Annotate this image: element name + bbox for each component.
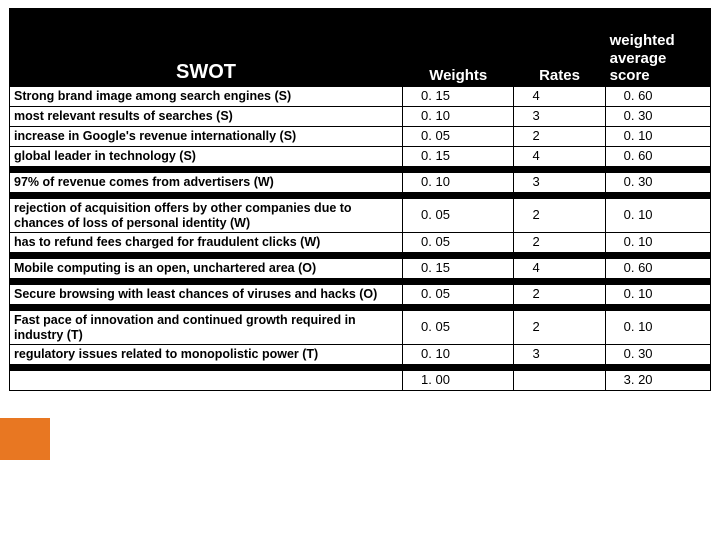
score-cell: 3. 20 [605, 371, 710, 391]
weight-cell: 0. 10 [403, 107, 514, 127]
weight-cell: 0. 05 [403, 311, 514, 345]
score-cell: 0. 10 [605, 285, 710, 305]
rate-cell: 3 [514, 345, 605, 365]
weight-cell: 0. 10 [403, 173, 514, 193]
desc-cell [10, 371, 403, 391]
score-cell: 0. 10 [605, 233, 710, 253]
swot-table: SWOT Weights Rates weighted average scor… [9, 8, 711, 391]
score-cell: 0. 60 [605, 259, 710, 279]
table-row: Mobile computing is an open, unchartered… [10, 259, 711, 279]
weight-cell: 0. 05 [403, 199, 514, 233]
rate-cell: 4 [514, 259, 605, 279]
rate-cell: 3 [514, 107, 605, 127]
accent-bar [0, 418, 50, 460]
desc-cell: Strong brand image among search engines … [10, 87, 403, 107]
table-row: 1. 00 3. 20 [10, 371, 711, 391]
score-cell: 0. 30 [605, 107, 710, 127]
table-row: has to refund fees charged for fraudulen… [10, 233, 711, 253]
rate-cell: 2 [514, 311, 605, 345]
rate-cell: 2 [514, 285, 605, 305]
score-cell: 0. 10 [605, 127, 710, 147]
score-cell: 0. 60 [605, 87, 710, 107]
desc-cell: most relevant results of searches (S) [10, 107, 403, 127]
weight-cell: 0. 05 [403, 127, 514, 147]
desc-cell: Fast pace of innovation and continued gr… [10, 311, 403, 345]
rate-cell: 2 [514, 127, 605, 147]
table-row: increase in Google's revenue internation… [10, 127, 711, 147]
table-row: regulatory issues related to monopolisti… [10, 345, 711, 365]
table-row: 97% of revenue comes from advertisers (W… [10, 173, 711, 193]
rate-cell: 2 [514, 233, 605, 253]
desc-cell: has to refund fees charged for fraudulen… [10, 233, 403, 253]
rate-cell: 3 [514, 173, 605, 193]
col-score: weighted average score [605, 9, 710, 87]
rate-cell: 4 [514, 87, 605, 107]
desc-cell: increase in Google's revenue internation… [10, 127, 403, 147]
col-rates: Rates [514, 9, 605, 87]
desc-cell: Secure browsing with least chances of vi… [10, 285, 403, 305]
score-cell: 0. 30 [605, 173, 710, 193]
score-cell: 0. 10 [605, 311, 710, 345]
rate-cell: 2 [514, 199, 605, 233]
score-cell: 0. 60 [605, 147, 710, 167]
weight-cell: 0. 15 [403, 259, 514, 279]
table-row: Secure browsing with least chances of vi… [10, 285, 711, 305]
desc-cell: Mobile computing is an open, unchartered… [10, 259, 403, 279]
col-swot: SWOT [10, 9, 403, 87]
desc-cell: rejection of acquisition offers by other… [10, 199, 403, 233]
table-row: rejection of acquisition offers by other… [10, 199, 711, 233]
score-cell: 0. 10 [605, 199, 710, 233]
desc-cell: global leader in technology (S) [10, 147, 403, 167]
col-weights: Weights [403, 9, 514, 87]
weight-cell: 0. 05 [403, 233, 514, 253]
table-row: Fast pace of innovation and continued gr… [10, 311, 711, 345]
weight-cell: 0. 05 [403, 285, 514, 305]
weight-cell: 0. 10 [403, 345, 514, 365]
table-row: most relevant results of searches (S)0. … [10, 107, 711, 127]
desc-cell: 97% of revenue comes from advertisers (W… [10, 173, 403, 193]
rate-cell: 4 [514, 147, 605, 167]
table-body: Strong brand image among search engines … [10, 87, 711, 391]
rate-cell [514, 371, 605, 391]
score-cell: 0. 30 [605, 345, 710, 365]
table-row: Strong brand image among search engines … [10, 87, 711, 107]
desc-cell: regulatory issues related to monopolisti… [10, 345, 403, 365]
weight-cell: 1. 00 [403, 371, 514, 391]
weight-cell: 0. 15 [403, 87, 514, 107]
table-row: global leader in technology (S)0. 1540. … [10, 147, 711, 167]
weight-cell: 0. 15 [403, 147, 514, 167]
